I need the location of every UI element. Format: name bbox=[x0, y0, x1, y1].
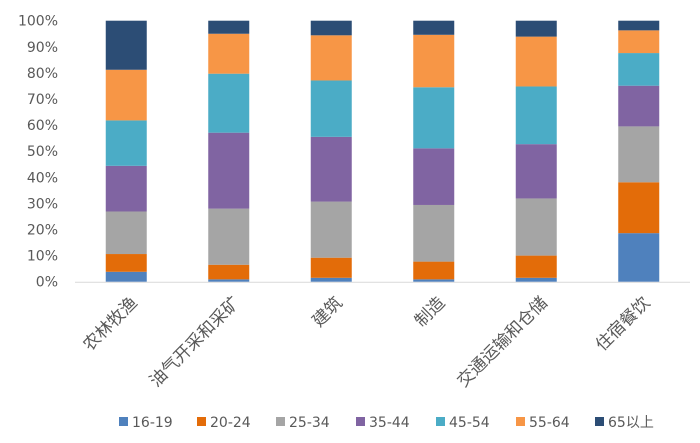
y-tick-label: 100% bbox=[18, 14, 58, 30]
bar-segment-45-54 bbox=[310, 80, 352, 137]
x-tick-label: 制造 bbox=[411, 293, 449, 331]
y-tick-label: 0% bbox=[36, 275, 58, 291]
bar-segment-20-24 bbox=[515, 255, 557, 278]
bar-segment-45-54 bbox=[515, 86, 557, 145]
bar-segment-65以上 bbox=[208, 20, 250, 34]
y-tick-label: 40% bbox=[27, 170, 58, 186]
legend-label: 20-24 bbox=[210, 415, 251, 431]
legend-swatch-65以上 bbox=[595, 417, 604, 426]
y-tick-label: 20% bbox=[27, 223, 58, 239]
x-tick-label: 油气开采和采矿 bbox=[146, 293, 244, 391]
y-tick-label: 50% bbox=[27, 144, 58, 160]
legend-label: 35-44 bbox=[369, 415, 410, 431]
bar-segment-20-24 bbox=[105, 254, 147, 272]
legend-swatch-45-54 bbox=[436, 417, 445, 426]
x-tick-label: 建筑 bbox=[309, 293, 347, 331]
bar-segment-35-44 bbox=[413, 148, 455, 205]
bar-segment-55-64 bbox=[413, 34, 455, 88]
legend-label: 55-64 bbox=[529, 415, 570, 431]
x-tick-label: 交通运输和仓储 bbox=[453, 293, 551, 391]
y-tick-label: 10% bbox=[27, 249, 58, 265]
legend-swatch-16-19 bbox=[119, 417, 128, 426]
bar-segment-16-19 bbox=[310, 277, 352, 282]
bar-segment-35-44 bbox=[515, 144, 557, 199]
bar-segment-55-64 bbox=[310, 35, 352, 81]
bar-segment-20-24 bbox=[310, 257, 352, 278]
bar-segment-16-19 bbox=[105, 271, 147, 282]
bar-segment-65以上 bbox=[515, 20, 557, 37]
bar-segment-45-54 bbox=[618, 53, 660, 86]
bar-segment-55-64 bbox=[208, 33, 250, 74]
bar-segment-35-44 bbox=[310, 136, 352, 202]
bar-segment-25-34 bbox=[618, 126, 660, 183]
bar-segment-20-24 bbox=[208, 264, 250, 280]
bar-segment-25-34 bbox=[310, 201, 352, 258]
legend-label: 45-54 bbox=[449, 415, 490, 431]
legend-label: 65以上 bbox=[608, 415, 654, 431]
bar-segment-65以上 bbox=[105, 20, 147, 70]
bar-segment-65以上 bbox=[413, 20, 455, 35]
x-tick-label: 农林牧渔 bbox=[80, 293, 142, 355]
bar-segment-16-19 bbox=[515, 277, 557, 282]
legend-label: 16-19 bbox=[132, 415, 173, 431]
bar-segment-55-64 bbox=[105, 69, 147, 121]
bar-segment-20-24 bbox=[618, 182, 660, 234]
bar-segment-35-44 bbox=[208, 132, 250, 209]
y-tick-label: 30% bbox=[27, 196, 58, 212]
bar-segment-16-19 bbox=[208, 279, 250, 282]
bar-segment-25-34 bbox=[413, 204, 455, 262]
x-tick-label: 住宿餐饮 bbox=[592, 293, 654, 355]
bar-segment-25-34 bbox=[208, 208, 250, 265]
bar-segment-16-19 bbox=[413, 279, 455, 282]
legend-swatch-55-64 bbox=[516, 417, 525, 426]
bar-segment-55-64 bbox=[515, 36, 557, 87]
legend-swatch-20-24 bbox=[197, 417, 206, 426]
legend-swatch-25-34 bbox=[276, 417, 285, 426]
legend-label: 25-34 bbox=[289, 415, 330, 431]
bar-segment-16-19 bbox=[618, 233, 660, 282]
bar-segment-65以上 bbox=[310, 20, 352, 36]
bar-segment-35-44 bbox=[618, 85, 660, 127]
bar-segment-25-34 bbox=[105, 211, 147, 255]
y-tick-label: 80% bbox=[27, 66, 58, 82]
bar-segment-45-54 bbox=[413, 87, 455, 149]
legend-swatch-35-44 bbox=[356, 417, 365, 426]
y-tick-label: 70% bbox=[27, 92, 58, 108]
y-tick-label: 60% bbox=[27, 118, 58, 134]
bar-segment-35-44 bbox=[105, 165, 147, 212]
bar-segment-45-54 bbox=[208, 73, 250, 133]
y-tick-label: 90% bbox=[27, 40, 58, 56]
bar-segment-25-34 bbox=[515, 198, 557, 256]
bar-segment-55-64 bbox=[618, 30, 660, 54]
bar-segment-20-24 bbox=[413, 261, 455, 280]
bar-segment-65以上 bbox=[618, 20, 660, 31]
bar-segment-45-54 bbox=[105, 120, 147, 166]
